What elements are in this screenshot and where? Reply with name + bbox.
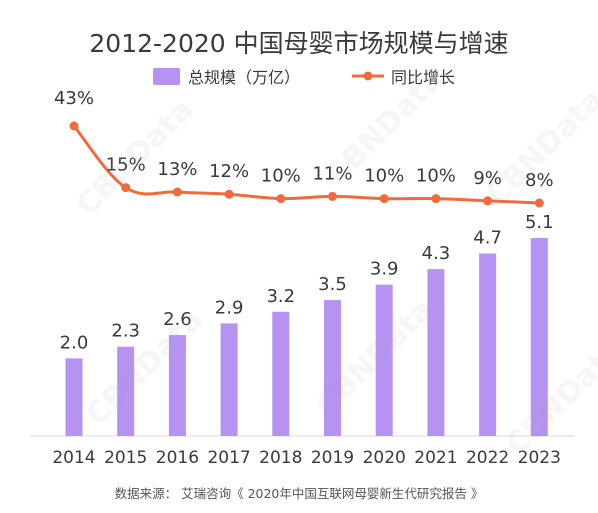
growth-value-label: 11% — [312, 163, 352, 184]
x-tick-label: 2020 — [363, 448, 406, 468]
bar-value-label: 4.3 — [422, 243, 451, 264]
bar-value-label: 2.3 — [111, 321, 140, 342]
line-labels-layer: 43% 15% 13% 12% 10% 11% 10% 10% 9% 8% — [54, 88, 554, 191]
bar-2017 — [220, 323, 238, 436]
x-tick-label: 2018 — [259, 448, 302, 468]
bar-2020 — [375, 284, 393, 436]
bar-value-label: 2.6 — [163, 309, 192, 330]
growth-point-2016 — [172, 187, 182, 197]
x-tick-label: 2014 — [52, 448, 95, 468]
growth-value-label: 9% — [473, 168, 502, 189]
bar-2018 — [272, 311, 290, 436]
growth-value-label: 43% — [54, 88, 94, 109]
growth-value-label: 8% — [525, 170, 554, 191]
bar-2014 — [65, 358, 83, 436]
growth-point-2014 — [69, 121, 79, 131]
growth-line — [72, 125, 540, 205]
growth-value-label: 15% — [106, 155, 146, 176]
bar-2015 — [117, 346, 135, 436]
bars-layer — [65, 238, 548, 436]
legend-line-label: 同比增长 — [391, 68, 455, 87]
x-tick-label: 2017 — [207, 448, 250, 468]
bar-value-label: 2.0 — [60, 332, 89, 353]
growth-point-2020 — [379, 194, 389, 204]
bar-value-label: 2.9 — [215, 297, 244, 318]
x-ticks-layer: 2014 2015 2016 2017 2018 2019 2020 2021 2022 2023 — [52, 448, 561, 468]
line-layer — [69, 121, 544, 208]
growth-point-2015 — [121, 183, 131, 193]
growth-value-label: 10% — [261, 166, 301, 187]
bar-value-label: 3.5 — [318, 274, 347, 295]
legend: 总规模（万亿） 同比增长 — [153, 68, 455, 87]
bar-value-label: 5.1 — [525, 212, 554, 233]
growth-point-2019 — [328, 191, 337, 201]
x-tick-label: 2023 — [518, 448, 561, 468]
x-tick-label: 2015 — [104, 448, 147, 468]
bar-2023 — [530, 238, 548, 436]
bar-2019 — [324, 300, 341, 436]
source-note: 数据来源： 艾瑞咨询《 2020年中国互联网母婴新生代研究报告 》 — [115, 486, 484, 501]
growth-point-2021 — [431, 194, 441, 204]
chart-title: 2012-2020 中国母婴市场规模与增速 — [89, 29, 508, 58]
x-tick-label: 2016 — [156, 448, 199, 468]
growth-value-label: 10% — [364, 166, 404, 187]
bar-2022 — [479, 253, 497, 436]
x-tick-label: 2021 — [414, 448, 457, 468]
bar-value-label: 4.7 — [473, 228, 502, 249]
growth-point-2022 — [483, 196, 493, 206]
legend-bar-swatch — [153, 68, 180, 85]
growth-value-label: 10% — [416, 166, 456, 187]
bar-value-label: 3.2 — [266, 286, 295, 307]
bar-2021 — [427, 269, 445, 436]
growth-point-2017 — [224, 189, 234, 199]
bar-2016 — [168, 335, 186, 436]
growth-value-label: 13% — [157, 159, 197, 180]
bar-value-label: 3.9 — [370, 259, 399, 280]
x-tick-label: 2019 — [311, 448, 354, 468]
growth-point-2018 — [276, 194, 286, 204]
legend-bar-label: 总规模（万亿） — [188, 68, 300, 87]
legend-line-marker — [363, 71, 373, 81]
growth-point-2023 — [534, 198, 544, 208]
growth-value-label: 12% — [209, 161, 249, 182]
x-tick-label: 2022 — [466, 448, 509, 468]
bar-labels-layer: 2.0 2.3 2.6 2.9 3.2 3.5 3.9 4.3 4.7 5.1 — [60, 212, 554, 353]
